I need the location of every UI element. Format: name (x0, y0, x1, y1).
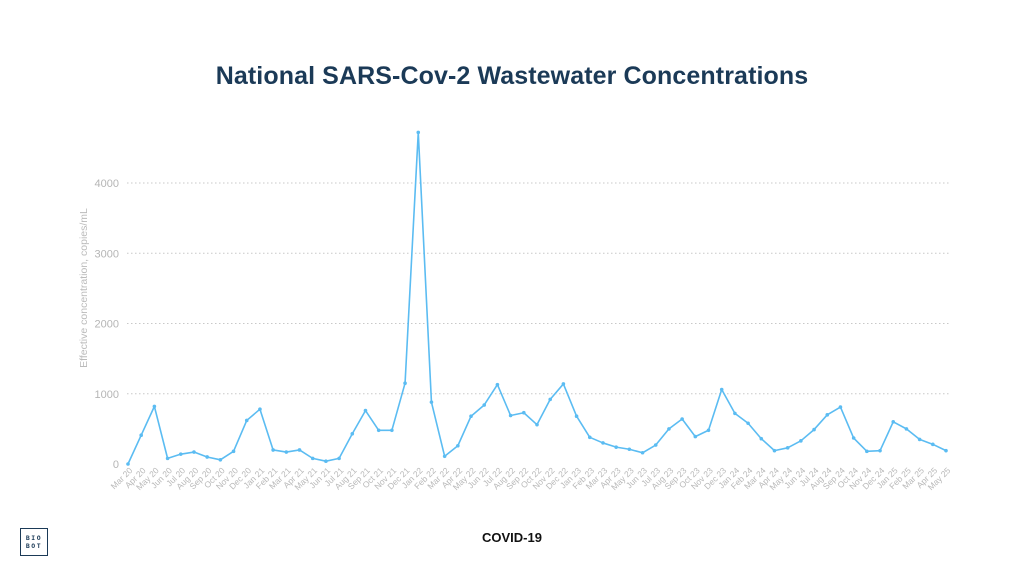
data-point (944, 448, 948, 453)
data-point (799, 439, 803, 443)
data-point (891, 420, 896, 424)
data-point (561, 382, 566, 386)
data-point (456, 443, 460, 448)
data-point (746, 421, 750, 426)
data-point (324, 459, 328, 463)
data-point (350, 431, 355, 436)
data-point (416, 130, 421, 135)
data-point (244, 418, 249, 423)
data-point (363, 408, 368, 413)
series-label: COVID-19 (482, 530, 542, 545)
data-point (126, 462, 130, 466)
data-point (680, 417, 684, 421)
data-point (469, 414, 473, 419)
y-tick-label: 0 (113, 459, 119, 471)
data-point (482, 403, 487, 407)
data-point (587, 435, 592, 440)
data-point (772, 448, 777, 453)
logo-line-2: BOT (25, 542, 43, 550)
data-point (376, 428, 381, 433)
data-point (165, 456, 170, 461)
data-point (218, 457, 223, 462)
data-point (785, 446, 790, 450)
data-point (192, 450, 196, 454)
y-tick-label: 4000 (95, 178, 119, 190)
y-tick-label: 2000 (95, 319, 119, 331)
data-point (719, 387, 724, 392)
series-covid-19 (126, 130, 948, 466)
data-point (139, 433, 143, 438)
data-point (667, 427, 671, 431)
chart-title: National SARS-Cov-2 Wastewater Concentra… (215, 62, 809, 90)
data-point (812, 427, 816, 432)
data-point (231, 449, 236, 454)
data-point (931, 442, 935, 447)
data-point (865, 449, 869, 454)
data-point (733, 411, 737, 416)
data-point (614, 445, 618, 449)
data-point (403, 381, 407, 386)
data-point (706, 428, 711, 433)
data-point (825, 413, 830, 417)
data-point (337, 456, 341, 461)
data-point (390, 428, 394, 433)
data-point (574, 414, 579, 419)
data-point (601, 441, 605, 445)
data-point (310, 456, 315, 461)
y-axis-label: Effective concentration, copies/mL (78, 208, 90, 368)
data-point (759, 436, 764, 441)
data-point (271, 448, 275, 452)
biobot-logo: BIO BOT (20, 528, 48, 556)
data-point (429, 400, 434, 404)
data-point (904, 427, 909, 431)
data-point (878, 448, 882, 453)
data-point (653, 443, 658, 447)
y-axis-ticks: 0 1000 2000 3000 4000 (95, 178, 119, 471)
data-point (535, 422, 539, 427)
data-point (640, 450, 645, 455)
data-point (693, 434, 698, 439)
data-point (917, 437, 922, 442)
data-point (851, 436, 856, 440)
gridlines (127, 182, 950, 395)
data-point (297, 448, 302, 452)
data-point (495, 382, 500, 387)
data-point (205, 455, 209, 459)
data-point (838, 405, 843, 409)
data-point (442, 454, 447, 459)
data-point (178, 452, 183, 456)
series-line (127, 131, 947, 465)
data-point (284, 450, 289, 454)
data-point (152, 404, 157, 409)
data-point (522, 410, 526, 415)
data-point (258, 407, 262, 412)
y-tick-label: 3000 (95, 248, 119, 260)
logo-line-1: BIO (25, 534, 43, 542)
data-point (627, 447, 632, 452)
data-point (548, 397, 552, 402)
y-tick-label: 1000 (95, 389, 119, 401)
data-point (508, 413, 513, 418)
